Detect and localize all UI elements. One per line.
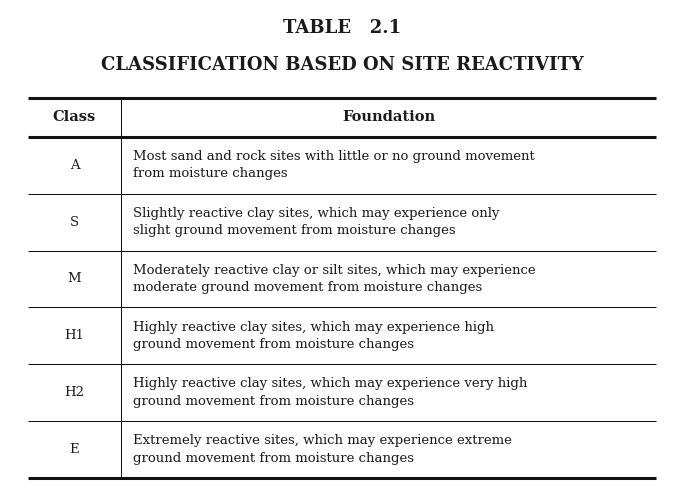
Text: Highly reactive clay sites, which may experience very high
ground movement from : Highly reactive clay sites, which may ex…	[133, 378, 527, 408]
Text: TABLE   2.1: TABLE 2.1	[283, 19, 401, 37]
Text: Most sand and rock sites with little or no ground movement
from moisture changes: Most sand and rock sites with little or …	[133, 150, 535, 180]
Text: E: E	[70, 443, 79, 456]
Text: Slightly reactive clay sites, which may experience only
slight ground movement f: Slightly reactive clay sites, which may …	[133, 207, 499, 237]
Text: H1: H1	[64, 329, 84, 342]
Text: M: M	[68, 273, 81, 285]
Text: CLASSIFICATION BASED ON SITE REACTIVITY: CLASSIFICATION BASED ON SITE REACTIVITY	[101, 56, 583, 74]
Text: S: S	[70, 215, 79, 229]
Text: Extremely reactive sites, which may experience extreme
ground movement from mois: Extremely reactive sites, which may expe…	[133, 434, 512, 465]
Text: Moderately reactive clay or silt sites, which may experience
moderate ground mov: Moderately reactive clay or silt sites, …	[133, 264, 536, 294]
Text: H2: H2	[64, 386, 84, 399]
Text: Highly reactive clay sites, which may experience high
ground movement from moist: Highly reactive clay sites, which may ex…	[133, 320, 494, 351]
Text: Foundation: Foundation	[342, 110, 435, 124]
Text: A: A	[70, 159, 79, 172]
Text: Class: Class	[53, 110, 96, 124]
